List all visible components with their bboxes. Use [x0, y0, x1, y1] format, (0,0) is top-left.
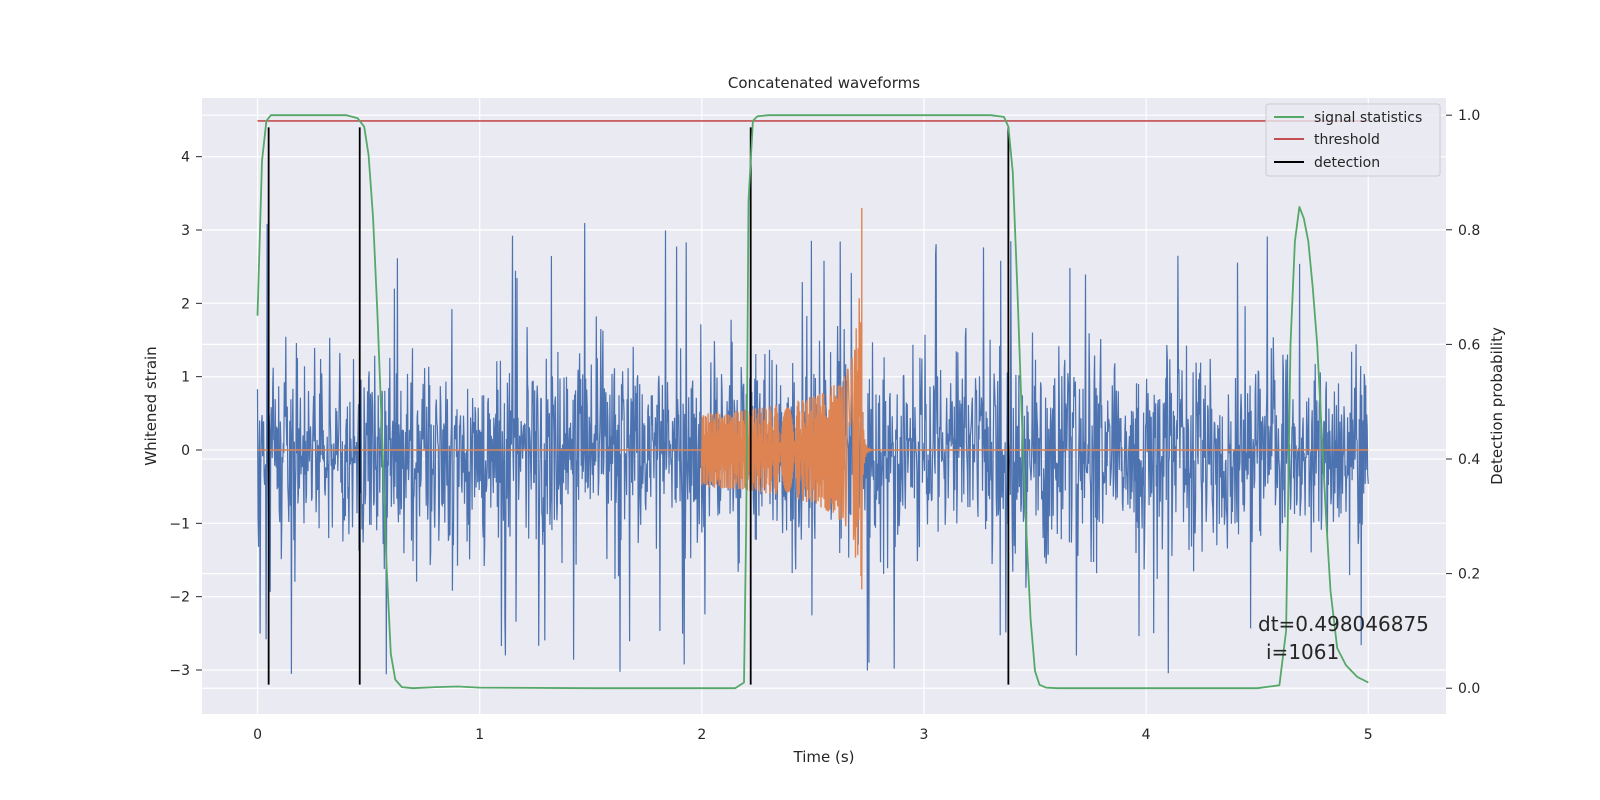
- x-tick-label: 2: [697, 727, 706, 743]
- legend-label-detection: detection: [1314, 155, 1380, 171]
- y-right-tick-label: 0.2: [1458, 567, 1480, 583]
- chart-title: Concatenated waveforms: [728, 74, 920, 92]
- y-right-tick-label: 0.6: [1458, 337, 1480, 353]
- y-tick-label: −3: [169, 663, 190, 679]
- annotation-dt: dt=0.498046875: [1258, 612, 1429, 636]
- y-tick-label: 4: [181, 150, 190, 166]
- detection-series: [267, 127, 1010, 685]
- y-tick-label: 3: [181, 223, 190, 239]
- x-tick-label: 1: [475, 727, 484, 743]
- y-right-tick-label: 0.8: [1458, 223, 1480, 239]
- signal-statistics-line: [256, 114, 1369, 690]
- x-tick-label: 3: [920, 727, 929, 743]
- legend-label-signal-statistics: signal statistics: [1314, 110, 1422, 126]
- x-tick-label: 4: [1142, 727, 1151, 743]
- y-tick-label: −1: [169, 516, 190, 532]
- y-right-tick-label: 0.4: [1458, 452, 1480, 468]
- y-tick-label: 2: [181, 296, 190, 312]
- axis-ticks: 0 1 2 3 4 5 −3 −2 −1 0 1 2 3 4 0.0 0.2 0.4 0.6 0.8 1.0: [169, 108, 1480, 743]
- x-tick-label: 0: [253, 727, 262, 743]
- annotation-index: i=1061: [1266, 640, 1339, 664]
- legend-box: [1265, 103, 1441, 177]
- y-tick-label: 1: [181, 370, 190, 386]
- injected-signal-series: [257, 208, 1369, 590]
- signal-statistics-series: [256, 114, 1369, 690]
- y-right-tick-label: 1.0: [1458, 108, 1480, 124]
- injected-signal-line: [257, 298, 1369, 577]
- y-tick-label: 0: [181, 443, 190, 459]
- legend-label-threshold: threshold: [1314, 132, 1380, 148]
- y-axis-label: Whitened strain: [142, 346, 160, 465]
- y-axis-label-right: Detection probability: [1488, 327, 1506, 485]
- legend: signal statistics threshold detection: [1265, 103, 1441, 177]
- x-axis-label: Time (s): [793, 748, 855, 766]
- y-tick-label: −2: [169, 590, 190, 606]
- y-right-tick-label: 0.0: [1458, 681, 1480, 697]
- x-tick-label: 5: [1364, 727, 1373, 743]
